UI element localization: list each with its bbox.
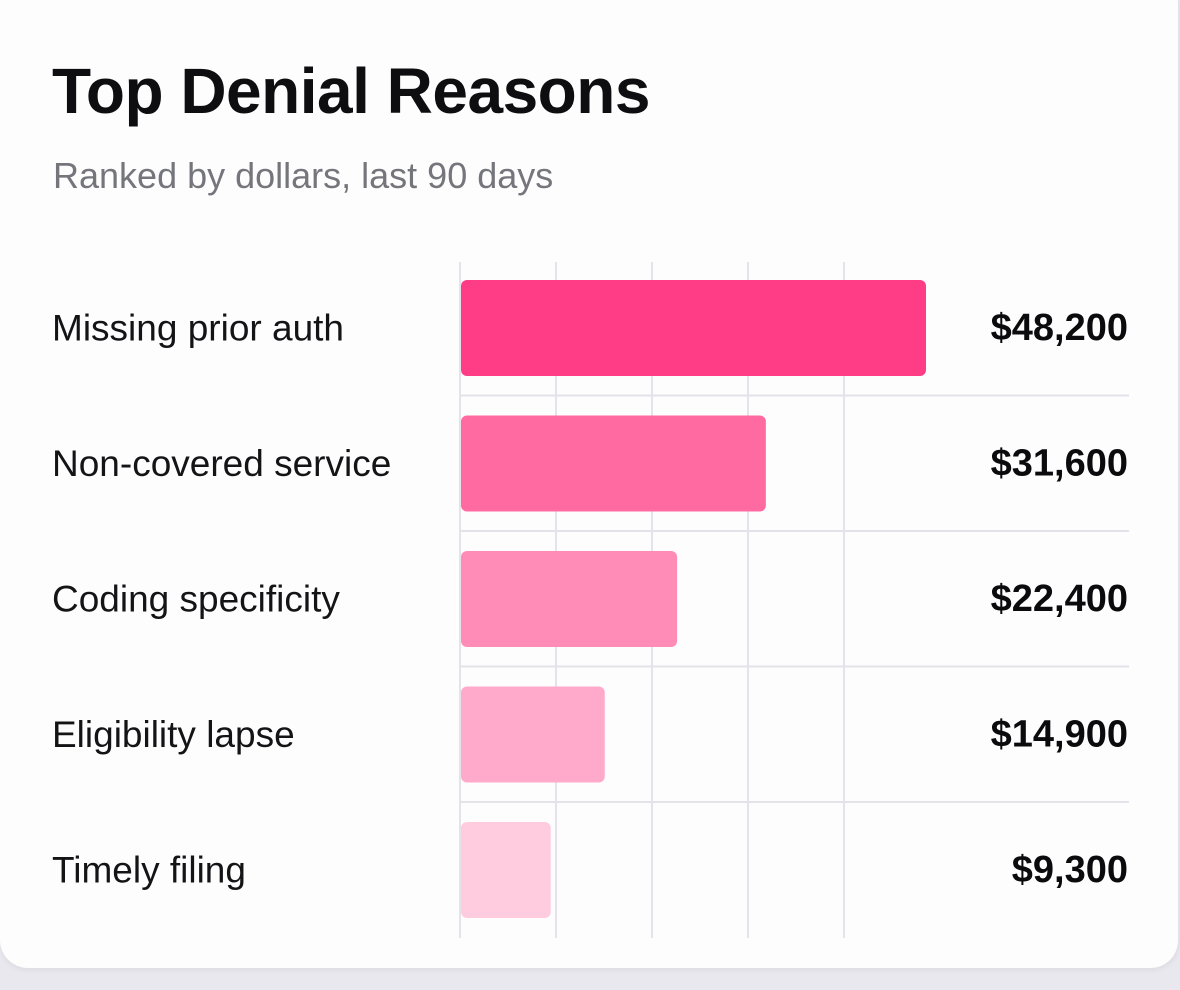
chart-title: Top Denial Reasons [52, 55, 650, 127]
category-label: Coding specificity [52, 579, 340, 620]
bar [461, 415, 766, 512]
value-label: $48,200 [991, 307, 1128, 349]
bar [461, 686, 605, 783]
category-label: Missing prior auth [52, 308, 344, 349]
chart-subtitle: Ranked by dollars, last 90 days [53, 155, 554, 196]
bar [461, 822, 551, 918]
chart-card: Top Denial Reasons Ranked by dollars, la… [0, 0, 1179, 968]
category-label: Eligibility lapse [52, 714, 295, 755]
category-label: Non-covered service [52, 443, 391, 484]
bar-chart: Missing prior auth $48,200 Non-covered ser… [52, 262, 1129, 938]
category-label: Timely filing [52, 850, 246, 891]
bar [461, 551, 678, 647]
value-label: $9,300 [1012, 849, 1128, 891]
value-label: $31,600 [991, 443, 1128, 485]
value-label: $14,900 [991, 714, 1128, 756]
bar [461, 280, 926, 376]
value-label: $22,400 [991, 578, 1128, 620]
